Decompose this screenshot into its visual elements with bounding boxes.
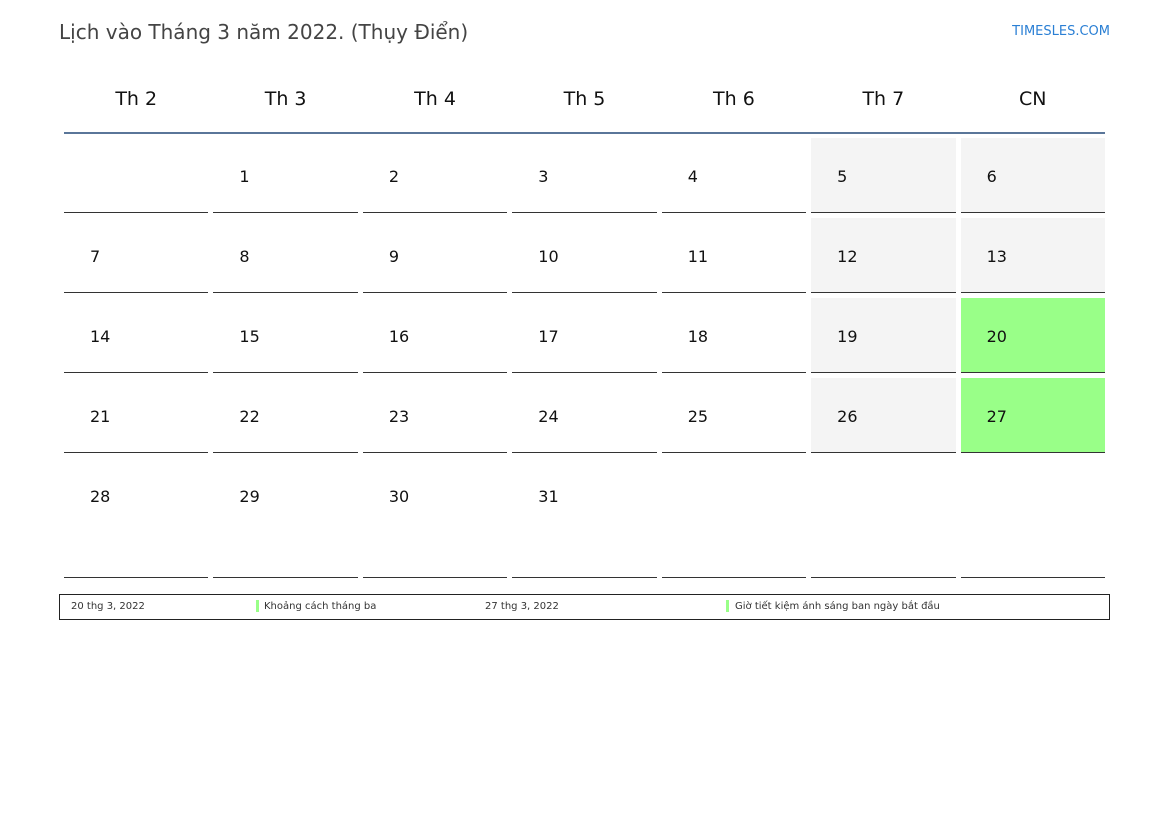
day-number: 4 xyxy=(687,167,698,186)
day-cell[interactable]: 26 xyxy=(811,378,956,453)
day-cell[interactable]: 23 xyxy=(362,378,508,453)
day-cell[interactable]: 16 xyxy=(362,298,508,373)
weekday-label: CN xyxy=(1019,88,1047,110)
day-cell[interactable]: 30 xyxy=(362,458,508,578)
day-cell[interactable]: 15 xyxy=(213,298,358,373)
legend-date: 27 thg 3, 2022 xyxy=(485,601,559,612)
weekday-label: Th 7 xyxy=(862,88,905,110)
legend: 20 thg 3, 2022 Khoảng cách tháng ba 27 t… xyxy=(59,594,1110,620)
empty-day-cell xyxy=(64,138,209,213)
day-number: 21 xyxy=(90,407,111,426)
day-cell[interactable]: 2 xyxy=(362,138,508,213)
day-number: 13 xyxy=(986,247,1007,266)
day-number: 14 xyxy=(90,327,111,346)
empty-day-cell xyxy=(811,458,956,578)
day-number: 7 xyxy=(90,247,101,266)
day-cell[interactable]: 18 xyxy=(661,298,807,373)
day-cell[interactable]: 10 xyxy=(512,218,657,293)
day-number: 5 xyxy=(837,167,848,186)
day-cell[interactable]: 28 xyxy=(64,458,209,578)
day-number: 30 xyxy=(388,487,410,506)
day-number: 15 xyxy=(239,327,260,346)
day-cell[interactable]: 17 xyxy=(512,298,657,373)
weekday-label: Th 6 xyxy=(713,88,755,110)
day-number: 1 xyxy=(239,167,250,186)
day-cell[interactable]: 1 xyxy=(213,138,358,213)
day-cell[interactable]: 25 xyxy=(661,378,807,453)
page-title: Lịch vào Tháng 3 năm 2022. (Thụy Điển) xyxy=(59,20,469,44)
day-cell[interactable]: 7 xyxy=(64,218,209,293)
day-cell[interactable]: 19 xyxy=(811,298,956,373)
day-cell[interactable]: 12 xyxy=(811,218,956,293)
day-cell[interactable]: 22 xyxy=(213,378,358,453)
legend-label: Giờ tiết kiệm ánh sáng ban ngày bắt đầu xyxy=(735,601,940,612)
day-cell[interactable]: 27 xyxy=(960,378,1105,453)
day-cell[interactable]: 9 xyxy=(362,218,508,293)
weekday-label: Th 3 xyxy=(264,88,307,110)
weekday-label: Th 2 xyxy=(115,88,158,110)
day-number: 29 xyxy=(239,487,260,506)
day-number: 23 xyxy=(388,407,410,426)
day-number: 2 xyxy=(388,167,400,186)
day-cell[interactable]: 3 xyxy=(512,138,657,213)
legend-date: 20 thg 3, 2022 xyxy=(71,601,145,612)
calendar-grid: 1 2 3 4 5 6 7 8 9 10 11 12 13 14 15 16 17 18 19 20 21 22 23 24 2… xyxy=(64,138,1105,578)
day-number: 17 xyxy=(538,327,559,346)
day-number: 25 xyxy=(687,407,709,426)
day-number: 3 xyxy=(538,167,549,186)
day-number: 9 xyxy=(388,247,400,266)
day-cell[interactable]: 31 xyxy=(512,458,657,578)
day-cell[interactable]: 20 xyxy=(960,298,1105,373)
weekday-label: Th 4 xyxy=(414,88,456,110)
empty-day-cell xyxy=(960,458,1105,578)
day-cell[interactable]: 5 xyxy=(811,138,956,213)
day-cell[interactable]: 29 xyxy=(213,458,358,578)
legend-color-marker xyxy=(726,600,729,612)
day-number: 31 xyxy=(538,487,559,506)
day-number: 19 xyxy=(837,327,858,346)
day-cell[interactable]: 11 xyxy=(661,218,807,293)
legend-color-marker xyxy=(256,600,259,612)
day-number: 26 xyxy=(837,407,858,426)
day-cell[interactable]: 6 xyxy=(960,138,1105,213)
empty-day-cell xyxy=(661,458,807,578)
legend-label: Khoảng cách tháng ba xyxy=(264,601,377,612)
day-number: 24 xyxy=(538,407,559,426)
day-cell[interactable]: 13 xyxy=(960,218,1105,293)
weekday-header: Th 2 Th 3 Th 4 Th 5 Th 6 Th 7 CN xyxy=(64,80,1105,134)
day-cell[interactable]: 4 xyxy=(661,138,807,213)
day-number: 27 xyxy=(986,407,1007,426)
day-number: 10 xyxy=(538,247,559,266)
day-cell[interactable]: 14 xyxy=(64,298,209,373)
day-number: 16 xyxy=(388,327,410,346)
day-number: 11 xyxy=(687,247,709,266)
weekday-label: Th 5 xyxy=(563,88,606,110)
day-cell[interactable]: 24 xyxy=(512,378,657,453)
brand-link[interactable]: TIMESLES.COM xyxy=(1012,24,1110,39)
day-cell[interactable]: 8 xyxy=(213,218,358,293)
day-number: 12 xyxy=(837,247,858,266)
day-number: 20 xyxy=(986,327,1007,346)
day-number: 18 xyxy=(687,327,709,346)
day-number: 28 xyxy=(90,487,111,506)
day-number: 22 xyxy=(239,407,260,426)
day-number: 6 xyxy=(986,167,997,186)
day-number: 8 xyxy=(239,247,250,266)
day-cell[interactable]: 21 xyxy=(64,378,209,453)
